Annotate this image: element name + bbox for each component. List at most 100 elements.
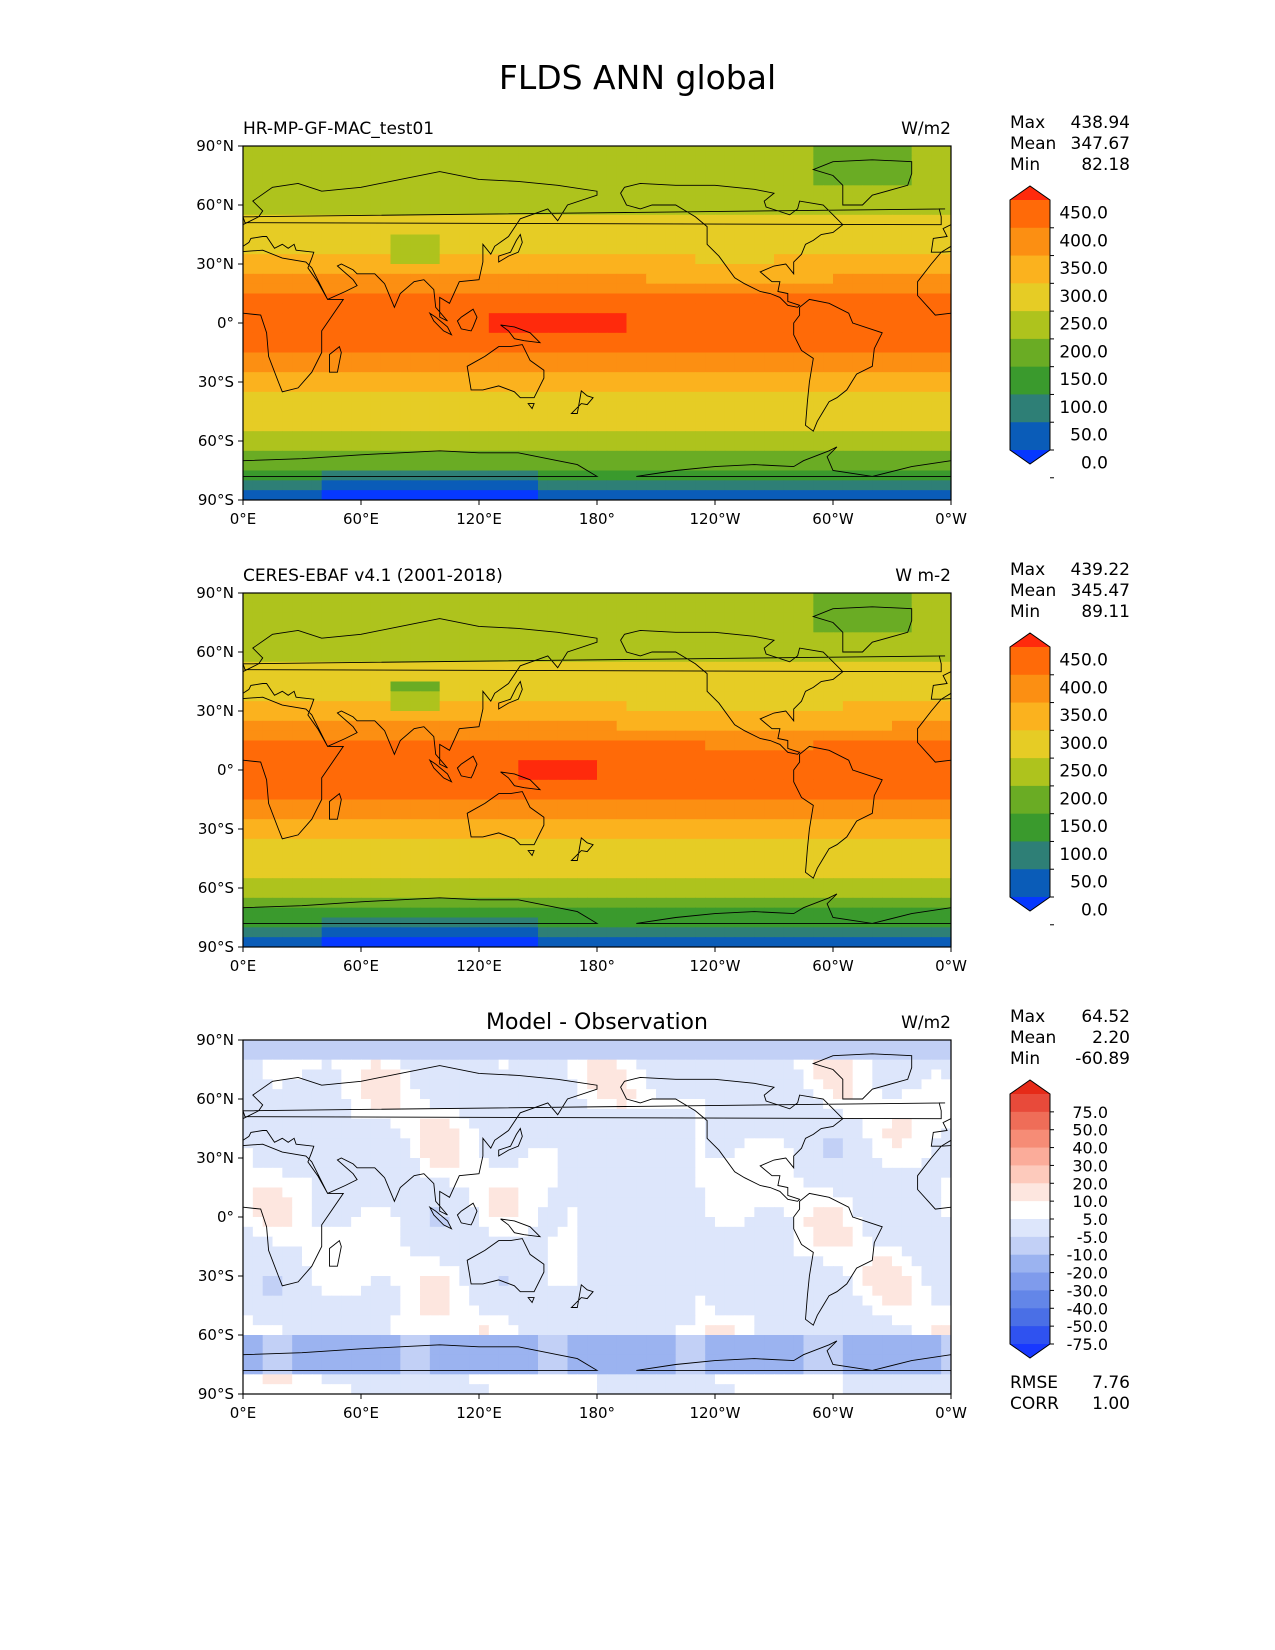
field-cell: [341, 244, 352, 255]
field-cell: [488, 789, 500, 801]
field-cell: [636, 244, 647, 255]
field-cell: [646, 303, 657, 314]
field-cell: [361, 342, 372, 354]
field-cell: [577, 878, 588, 889]
field-cell: [469, 401, 480, 413]
field-cell: [715, 750, 726, 761]
field-cell: [892, 450, 903, 462]
field-cell: [813, 740, 824, 751]
field-cell: [842, 691, 854, 702]
field-cell: [292, 720, 303, 732]
field-cell: [636, 829, 647, 840]
field-cell: [498, 779, 510, 791]
colorbar-tick-label: 100.0: [1059, 398, 1108, 418]
field-cell: [675, 205, 687, 216]
field-cell: [921, 175, 932, 186]
field-cell: [901, 858, 913, 869]
field-cell: [449, 681, 460, 692]
field-cell: [341, 760, 352, 771]
field-cell: [380, 868, 392, 879]
field-cell: [597, 760, 608, 771]
field-cell: [724, 480, 736, 491]
field-cell: [479, 868, 490, 879]
field-cell: [646, 671, 657, 683]
field-cell: [577, 205, 588, 216]
field-cell: [813, 441, 824, 452]
field-cell: [410, 195, 421, 206]
field-cell: [616, 602, 628, 614]
field-cell: [705, 730, 716, 742]
field-cell: [901, 661, 913, 673]
field-cell: [921, 691, 932, 702]
field-cell: [538, 868, 549, 879]
field-cell: [793, 165, 805, 177]
field-cell: [685, 401, 696, 413]
field-cell: [833, 711, 844, 722]
field-cell: [665, 460, 677, 472]
field-cell: [665, 205, 677, 216]
field-cell: [862, 671, 873, 683]
field-cell: [901, 224, 913, 236]
field-cell: [311, 205, 323, 216]
lon-tick-label: 0°E: [230, 510, 257, 528]
field-cell: [744, 770, 755, 781]
field-cell: [606, 632, 618, 643]
field-cell: [262, 770, 274, 781]
field-cell: [302, 146, 313, 157]
field-cell: [508, 868, 519, 879]
field-cell: [302, 730, 313, 742]
field-cell: [538, 720, 549, 732]
field-cell: [646, 760, 657, 771]
field-cell: [410, 391, 421, 403]
field-cell: [656, 185, 667, 196]
field-cell: [803, 701, 814, 712]
field-cell: [341, 411, 352, 422]
field-cell: [842, 175, 854, 186]
field-cell: [410, 264, 421, 275]
field-cell: [439, 878, 451, 889]
field-cell: [557, 323, 569, 334]
field-cell: [272, 441, 283, 452]
field-cell: [449, 642, 460, 653]
field-cell: [823, 838, 834, 850]
field-cell: [479, 681, 490, 692]
field-cell: [606, 411, 618, 422]
field-cell: [390, 829, 401, 840]
field-cell: [498, 401, 510, 413]
field-cell: [931, 214, 942, 226]
field-cell: [498, 323, 510, 334]
field-cell: [577, 593, 588, 604]
field-cell: [626, 391, 637, 403]
field-cell: [488, 858, 500, 869]
field-cell: [538, 254, 549, 265]
field-cell: [882, 293, 893, 304]
field-cell: [705, 254, 716, 265]
field-cell: [872, 779, 883, 791]
field-cell: [872, 450, 883, 462]
field-cell: [921, 661, 932, 673]
field-cell: [567, 411, 578, 422]
field-cell: [498, 750, 510, 761]
field-cell: [813, 293, 824, 304]
field-cell: [400, 770, 411, 781]
field-cell: [547, 460, 559, 472]
field-cell: [243, 691, 254, 702]
field-cell: [813, 352, 824, 363]
field-cell: [665, 234, 677, 245]
field-cell: [685, 431, 696, 442]
field-cell: [449, 470, 460, 481]
field-cell: [429, 224, 441, 236]
field-cell: [665, 411, 677, 422]
field-cell: [252, 681, 264, 692]
field-cell: [705, 602, 716, 614]
field-cell: [321, 730, 333, 742]
field-cell: [734, 146, 746, 157]
field-cell: [911, 441, 923, 452]
field-cell: [764, 313, 775, 324]
field-cell: [577, 244, 588, 255]
field-cell: [547, 671, 559, 683]
field-cell: [252, 401, 264, 413]
field-cell: [882, 701, 893, 712]
field-cell: [341, 809, 352, 820]
field-cell: [636, 789, 647, 801]
